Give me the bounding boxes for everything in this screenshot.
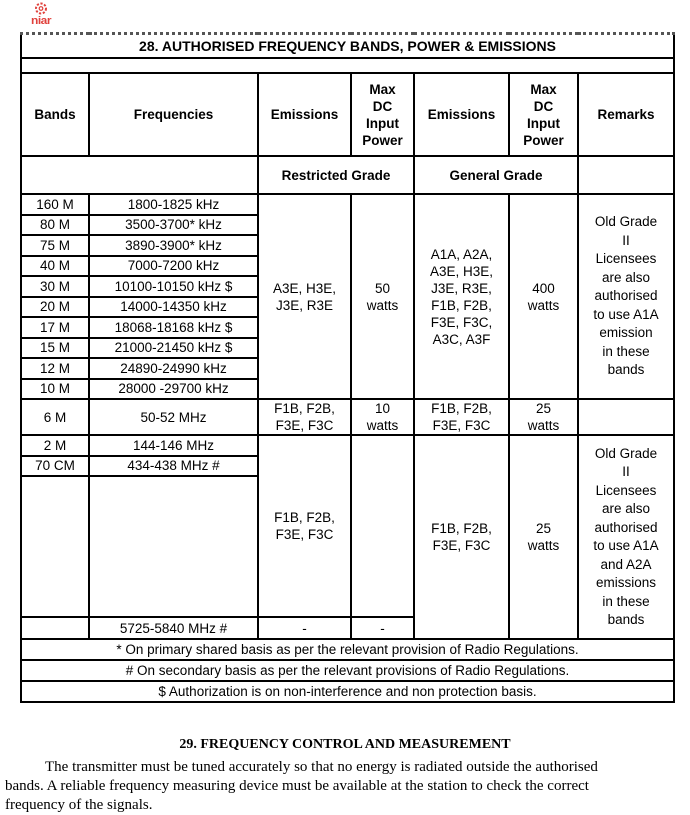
hf-restricted-emissions: A3E, H3E, J3E, R3E	[257, 193, 352, 400]
hf-remarks: Old Grade II Licensees are also authoris…	[576, 193, 676, 400]
frequency-cell: 18068-18168 kHz $	[88, 316, 259, 339]
footnote-primary-shared: * On primary shared basis as per the rel…	[19, 638, 676, 661]
sixm-remarks	[576, 398, 676, 436]
band-cell: 30 M	[20, 275, 90, 298]
band-cell: 80 M	[20, 213, 90, 236]
restricted-grade-label: Restricted Grade	[257, 155, 415, 195]
frequency-cell: 7000-7200 kHz	[88, 254, 259, 277]
band-cell: 160 M	[20, 193, 90, 216]
frequency-cell: 3890-3900* kHz	[88, 234, 259, 257]
vhf-restricted-emissions: F1B, F2B, F3E, F3C	[257, 434, 352, 618]
table-header-row: Bands Frequencies Emissions Max DC Input…	[20, 72, 676, 157]
sixm-restricted-power: 10 watts	[350, 398, 415, 436]
spacer-cell	[19, 57, 676, 74]
table-row: 160 M 1800-1825 kHz A3E, H3E, J3E, R3E 5…	[20, 193, 676, 400]
logo-text: niar	[30, 13, 52, 27]
sixm-general-emissions: F1B, F2B, F3E, F3C	[413, 398, 510, 436]
hf-general-power: 400 watts	[508, 193, 579, 400]
band-cell: 6 M	[20, 398, 90, 436]
band-cell-empty	[20, 475, 90, 618]
general-grade-label: General Grade	[413, 155, 579, 195]
table-row: 40 M 7000-7200 kHz	[20, 254, 674, 277]
band-cell: 40 M	[20, 254, 90, 277]
frequency-cell: 21000-21450 kHz $	[88, 336, 259, 359]
frequency-cell: 434-438 MHz #	[88, 454, 259, 477]
vhf-general-power: 25 watts	[508, 434, 579, 640]
frequency-cell: 10100-10150 kHz $	[88, 275, 259, 298]
vhf-remarks: Old Grade II Licensees are also authoris…	[576, 434, 676, 640]
frequency-cell: 5725-5840 MHz #	[88, 616, 259, 640]
grade-empty-cell	[20, 155, 259, 195]
header-remarks: Remarks	[576, 72, 676, 157]
grade-remarks-empty-cell	[576, 155, 676, 195]
frequency-cell: 14000-14350 kHz	[88, 295, 259, 318]
vhf-general-emissions: F1B, F2B, F3E, F3C	[413, 434, 510, 640]
table-row: 30 M 10100-10150 kHz $	[20, 275, 674, 298]
table-row: 17 M 18068-18168 kHz $	[20, 316, 674, 339]
band-cell: 12 M	[20, 357, 90, 380]
band-cell: 15 M	[20, 336, 90, 359]
section-29-heading: 29. FREQUENCY CONTROL AND MEASUREMENT	[179, 737, 511, 752]
section-29-paragraph: The transmitter must be tuned accurately…	[5, 759, 598, 813]
header-emissions-general: Emissions	[413, 72, 510, 157]
shf-restricted-power: -	[350, 616, 415, 640]
header-frequencies: Frequencies	[88, 72, 259, 157]
table-row: 5725-5840 MHz # - -	[20, 616, 674, 640]
frequency-cell-empty	[88, 475, 259, 618]
footnote-row: * On primary shared basis as per the rel…	[19, 638, 676, 661]
frequency-cell: 144-146 MHz	[88, 434, 259, 457]
header-bands: Bands	[20, 72, 90, 157]
footnote-authorization: $ Authorization is on non-interference a…	[19, 680, 676, 703]
sixm-restricted-emissions: F1B, F2B, F3E, F3C	[257, 398, 352, 436]
frequency-bands-table: 28. AUTHORISED FREQUENCY BANDS, POWER & …	[19, 32, 676, 703]
header-emissions-restricted: Emissions	[257, 72, 352, 157]
hf-restricted-power: 50 watts	[350, 193, 415, 400]
frequency-cell: 24890-24990 kHz	[88, 357, 259, 380]
band-cell-empty	[20, 616, 90, 640]
footnote-secondary-basis: # On secondary basis as per the relevant…	[19, 659, 676, 682]
table-row	[19, 57, 676, 74]
niar-logo: niar	[24, 2, 58, 26]
band-cell: 2 M	[20, 434, 90, 457]
sixm-general-power: 25 watts	[508, 398, 579, 436]
table-row: 6 M 50-52 MHz F1B, F2B, F3E, F3C 10 watt…	[20, 398, 676, 436]
frequency-cell: 50-52 MHz	[88, 398, 259, 436]
footnote-row: # On secondary basis as per the relevant…	[19, 659, 676, 682]
table-title: 28. AUTHORISED FREQUENCY BANDS, POWER & …	[19, 32, 676, 59]
table-row	[20, 475, 674, 618]
band-cell: 10 M	[20, 377, 90, 400]
band-cell: 20 M	[20, 295, 90, 318]
footnote-row: $ Authorization is on non-interference a…	[19, 680, 676, 703]
frequency-cell: 28000 -29700 kHz	[88, 377, 259, 400]
band-cell: 70 CM	[20, 454, 90, 477]
hf-general-emissions: A1A, A2A, A3E, H3E, J3E, R3E, F1B, F2B, …	[413, 193, 510, 400]
frequency-cell: 1800-1825 kHz	[88, 193, 259, 216]
shf-restricted-emissions: -	[257, 616, 352, 640]
table-row: 12 M 24890-24990 kHz	[20, 357, 674, 380]
grade-header-row: Restricted Grade General Grade	[20, 155, 676, 195]
table-row: 28. AUTHORISED FREQUENCY BANDS, POWER & …	[19, 32, 676, 59]
table-row: 80 M 3500-3700* kHz	[20, 213, 674, 236]
band-cell: 17 M	[20, 316, 90, 339]
frequency-cell: 3500-3700* kHz	[88, 213, 259, 236]
band-cell: 75 M	[20, 234, 90, 257]
globe-icon	[35, 2, 47, 15]
vhf-restricted-power	[350, 434, 415, 618]
header-max-dc-power-restricted: Max DC Input Power	[350, 72, 415, 157]
table-row: 2 M 144-146 MHz F1B, F2B, F3E, F3C F1B, …	[20, 434, 676, 640]
header-max-dc-power-general: Max DC Input Power	[508, 72, 579, 157]
